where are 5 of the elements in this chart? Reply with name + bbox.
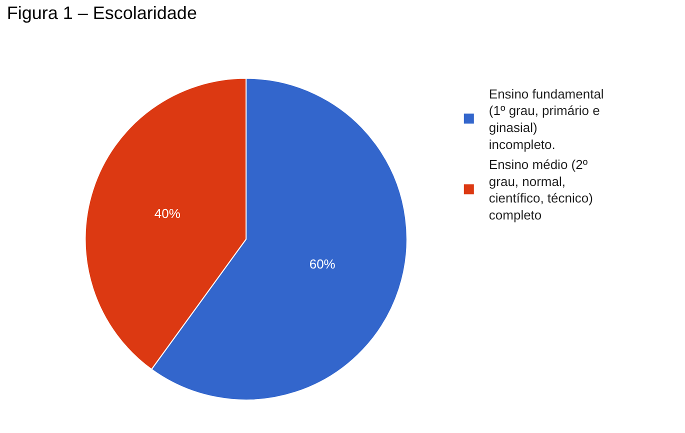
legend-label: Ensino médio (2º grau, normal, científico, técnico) completo xyxy=(488,156,593,223)
data-label: 60% xyxy=(309,256,336,272)
legend-label: Ensino fundamental (1º grau, primário e ginasial) incompleto. xyxy=(488,86,604,152)
data-label: 40% xyxy=(154,206,181,222)
chart-title: Figura 1 – Escolaridade xyxy=(6,3,197,24)
